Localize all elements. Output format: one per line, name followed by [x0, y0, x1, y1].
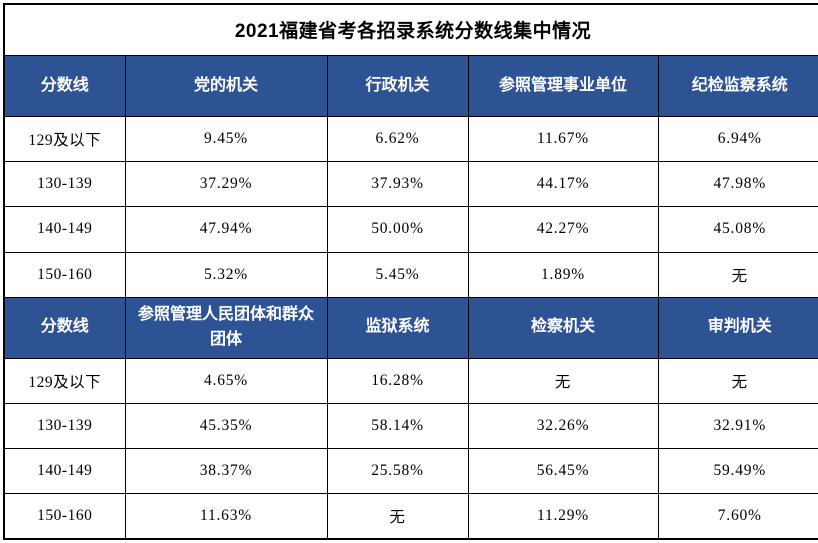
data-cell: 无	[326, 493, 469, 540]
table-row: 140-149 47.94% 50.00% 42.27% 45.08%	[3, 206, 818, 253]
data-cell: 11.63%	[124, 493, 328, 540]
data-cell: 58.14%	[326, 403, 469, 450]
data-cell: 59.49%	[657, 448, 818, 495]
row-label: 130-139	[3, 403, 126, 450]
data-cell: 6.94%	[657, 116, 818, 163]
data-cell: 37.29%	[124, 161, 328, 208]
table-row: 140-149 38.37% 25.58% 56.45% 59.49%	[3, 448, 818, 495]
table-row: 129及以下 4.65% 16.28% 无 无	[3, 358, 818, 405]
data-cell: 11.67%	[467, 116, 659, 163]
header-cell-party-organs: 党的机关	[124, 54, 328, 118]
title-row: 2021福建省考各招录系统分数线集中情况	[3, 3, 818, 56]
data-cell: 45.08%	[657, 206, 818, 253]
data-cell: 1.89%	[467, 251, 659, 298]
header-cell-score-line: 分数线	[3, 54, 126, 118]
header-cell-people-mass-organizations: 参照管理人民团体和群众团体	[124, 296, 328, 360]
data-cell: 50.00%	[326, 206, 469, 253]
header-cell-judicial-organs: 审判机关	[657, 296, 818, 360]
data-cell: 6.62%	[326, 116, 469, 163]
data-cell: 5.32%	[124, 251, 328, 298]
table-row: 150-160 5.32% 5.45% 1.89% 无	[3, 251, 818, 298]
data-cell: 32.26%	[467, 403, 659, 450]
data-cell: 32.91%	[657, 403, 818, 450]
row-label: 140-149	[3, 206, 126, 253]
section2-header-row: 分数线 参照管理人民团体和群众团体 监狱系统 检察机关 审判机关	[3, 296, 818, 360]
data-cell: 42.27%	[467, 206, 659, 253]
data-cell: 4.65%	[124, 358, 328, 405]
row-label: 150-160	[3, 493, 126, 540]
table-row: 130-139 45.35% 58.14% 32.26% 32.91%	[3, 403, 818, 450]
data-cell: 无	[657, 251, 818, 298]
table-row: 130-139 37.29% 37.93% 44.17% 47.98%	[3, 161, 818, 208]
table-row: 129及以下 9.45% 6.62% 11.67% 6.94%	[3, 116, 818, 163]
row-label: 129及以下	[3, 116, 126, 163]
header-cell-procuratorial-organs: 检察机关	[467, 296, 659, 360]
section1-header-row: 分数线 党的机关 行政机关 参照管理事业单位 纪检监察系统	[3, 54, 818, 118]
data-cell: 无	[657, 358, 818, 405]
row-label: 129及以下	[3, 358, 126, 405]
data-cell: 56.45%	[467, 448, 659, 495]
row-label: 130-139	[3, 161, 126, 208]
table-row: 150-160 11.63% 无 11.29% 7.60%	[3, 493, 818, 540]
table-title: 2021福建省考各招录系统分数线集中情况	[3, 3, 818, 56]
data-cell: 11.29%	[467, 493, 659, 540]
header-cell-discipline-inspection: 纪检监察系统	[657, 54, 818, 118]
header-cell-administrative-organs: 行政机关	[326, 54, 469, 118]
data-cell: 25.58%	[326, 448, 469, 495]
data-cell: 9.45%	[124, 116, 328, 163]
row-label: 140-149	[3, 448, 126, 495]
data-cell: 7.60%	[657, 493, 818, 540]
header-cell-prison-system: 监狱系统	[326, 296, 469, 360]
data-cell: 38.37%	[124, 448, 328, 495]
score-table: 2021福建省考各招录系统分数线集中情况 分数线 党的机关 行政机关 参照管理事…	[3, 3, 818, 540]
row-label: 150-160	[3, 251, 126, 298]
data-cell: 47.98%	[657, 161, 818, 208]
data-cell: 16.28%	[326, 358, 469, 405]
data-cell: 47.94%	[124, 206, 328, 253]
data-cell: 无	[467, 358, 659, 405]
data-cell: 5.45%	[326, 251, 469, 298]
data-cell: 37.93%	[326, 161, 469, 208]
header-cell-score-line: 分数线	[3, 296, 126, 360]
data-cell: 45.35%	[124, 403, 328, 450]
data-cell: 44.17%	[467, 161, 659, 208]
header-cell-public-institutions: 参照管理事业单位	[467, 54, 659, 118]
